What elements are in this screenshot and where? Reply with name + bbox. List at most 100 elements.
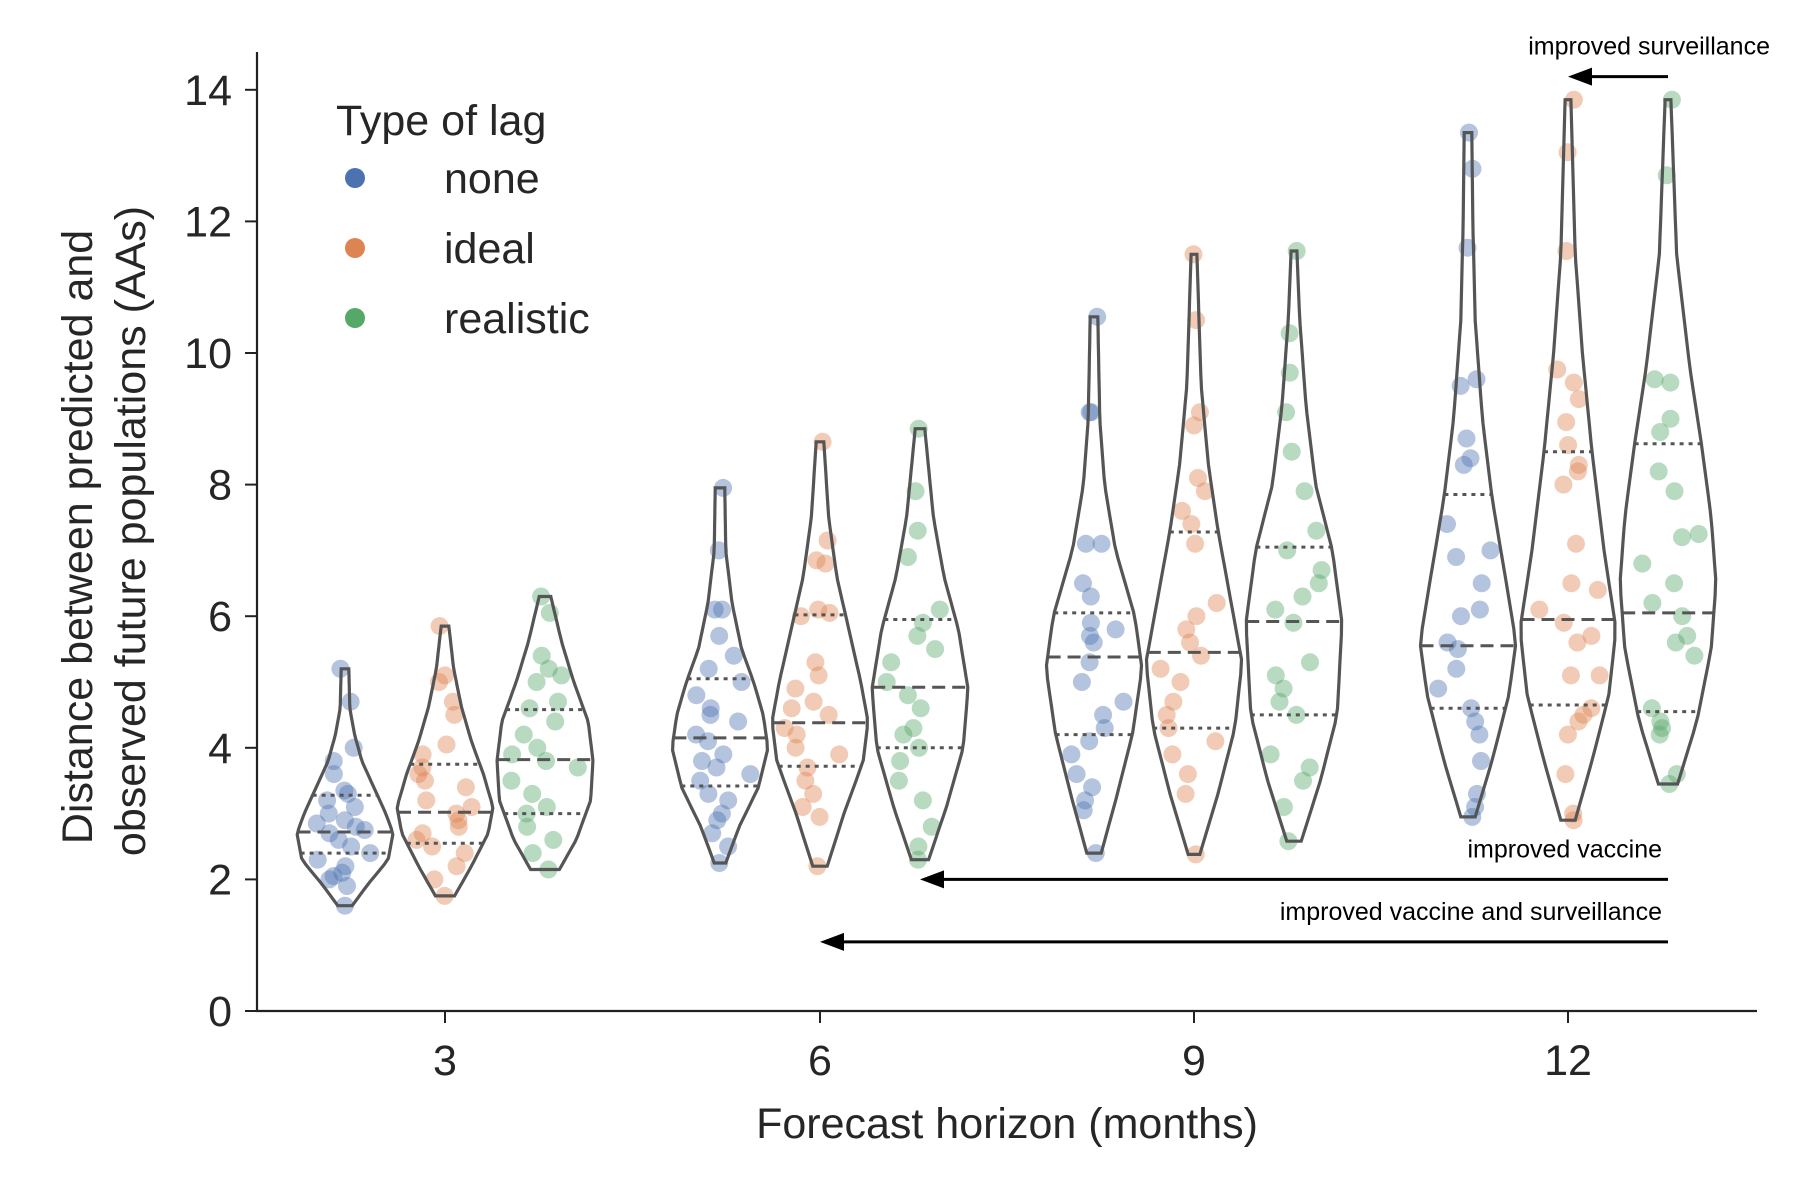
data-point (1568, 633, 1587, 652)
data-point (1177, 620, 1196, 639)
violin-outline (1618, 98, 1718, 786)
data-point (1082, 403, 1101, 422)
y-tick-label: 0 (208, 988, 232, 1036)
y-tick-label: 4 (208, 725, 232, 773)
data-point (1650, 725, 1669, 744)
violin-outline (771, 440, 869, 868)
data-point (416, 771, 434, 790)
data-point (1554, 613, 1573, 632)
data-point (335, 811, 354, 830)
data-point (693, 752, 711, 770)
data-point (786, 738, 805, 757)
data-point (793, 798, 812, 816)
data-point (807, 551, 826, 570)
legend-marker-ideal (345, 238, 365, 258)
data-point (806, 653, 825, 672)
data-point (741, 765, 760, 784)
data-point (1472, 752, 1490, 770)
x-axis-label: Forecast horizon (months) (756, 1100, 1258, 1148)
data-point (1178, 765, 1197, 784)
data-point (911, 699, 930, 718)
data-point (729, 712, 748, 731)
violin-outline (1244, 249, 1344, 843)
data-point (1651, 712, 1670, 731)
data-point (1454, 455, 1473, 474)
data-point (898, 686, 917, 705)
data-point (447, 857, 466, 876)
data-point (417, 791, 436, 810)
data-point (338, 877, 356, 895)
data-point (1274, 798, 1293, 816)
data-point (782, 699, 801, 718)
data-point (889, 771, 908, 790)
data-point (1569, 712, 1588, 731)
y-tick-label: 12 (184, 198, 232, 246)
data-point (1588, 580, 1607, 599)
data-point (1673, 607, 1692, 626)
legend: Type of lag none ideal realistic (336, 97, 590, 343)
data-point (908, 626, 927, 645)
violin-outline (1144, 252, 1244, 856)
violin-group-ideal-12 (1519, 90, 1617, 830)
data-point (1072, 673, 1091, 691)
y-tick-label: 8 (208, 462, 232, 510)
data-point (523, 784, 542, 803)
data-point (1554, 475, 1573, 494)
data-point (1452, 607, 1470, 626)
violin-outline (495, 594, 595, 872)
data-point (528, 738, 547, 757)
axes: 0 2 4 6 8 10 12 14 3 6 9 12 (184, 52, 1757, 1085)
data-point (1562, 574, 1581, 593)
data-point (1447, 548, 1466, 566)
data-point (705, 600, 724, 619)
violin-group-ideal-9 (1144, 245, 1244, 864)
data-point (703, 824, 722, 843)
data-point (1186, 534, 1205, 553)
data-point (1466, 712, 1485, 731)
data-point (1569, 390, 1588, 409)
data-point (1665, 482, 1684, 501)
violin-group-none-3 (295, 659, 395, 915)
data-point (1266, 600, 1285, 619)
y-tick-label: 6 (208, 593, 232, 641)
data-point (687, 686, 706, 705)
data-point (308, 850, 327, 869)
data-point (1294, 771, 1312, 790)
annotation-label: improved vaccine (1467, 835, 1662, 863)
data-point (1280, 324, 1299, 343)
data-point (1274, 679, 1293, 698)
legend-marker-realistic (345, 308, 365, 328)
y-axis-label-line-2: observed future populations (AAs) (107, 206, 155, 856)
data-point (1157, 705, 1176, 724)
data-point (714, 745, 733, 764)
data-point (502, 771, 521, 790)
data-point (413, 758, 432, 777)
data-point (1559, 436, 1578, 455)
data-point (1106, 620, 1125, 639)
data-point (447, 804, 466, 823)
data-point (1561, 666, 1580, 685)
data-point (1678, 626, 1697, 645)
data-point (1642, 699, 1661, 718)
data-point (568, 758, 587, 777)
data-point (1083, 778, 1102, 797)
legend-label-ideal: ideal (444, 225, 535, 273)
data-point (1151, 659, 1170, 678)
data-point (1568, 462, 1587, 481)
data-point (1301, 653, 1319, 672)
annotation-arrow: improved vaccine and surveillance (820, 898, 1668, 951)
y-tick-label: 10 (184, 330, 232, 378)
data-point (810, 807, 829, 826)
data-point (517, 804, 536, 823)
data-point (910, 738, 928, 757)
data-point (1189, 469, 1207, 487)
data-point (544, 830, 563, 849)
data-point (407, 830, 426, 849)
data-point (732, 673, 751, 691)
violin-outline (870, 427, 970, 862)
data-point (1081, 587, 1100, 606)
data-point (1309, 574, 1328, 593)
y-axis-label-line-1: Distance between predicted and (54, 230, 102, 844)
arrowhead (820, 932, 844, 951)
